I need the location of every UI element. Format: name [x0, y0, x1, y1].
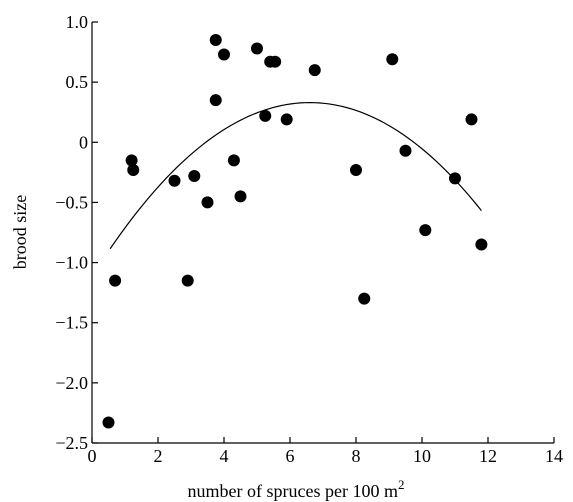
- data-point: [201, 196, 214, 209]
- data-point: [181, 274, 194, 287]
- x-tick-label: 12: [479, 446, 497, 466]
- data-point: [308, 64, 321, 77]
- y-tick-label: −2.0: [55, 373, 88, 393]
- y-axis-ticks: 1.0 0.5 0 −0.5 −1.0 −1.5 −2.0 −2.5: [55, 12, 98, 453]
- data-point: [218, 48, 230, 61]
- y-tick-label: 0.5: [66, 72, 89, 92]
- x-axis-ticks: 0 2 4 6 8 10 12 14: [88, 437, 563, 466]
- data-point: [234, 190, 247, 203]
- data-point: [227, 154, 240, 167]
- y-axis-title: brood size: [10, 195, 30, 269]
- data-point: [419, 224, 432, 237]
- x-axis-title-text: number of spruces per 100 m: [188, 481, 398, 501]
- axes: [91, 22, 554, 444]
- data-point: [102, 416, 115, 429]
- data-point: [209, 34, 222, 47]
- x-tick-label: 8: [352, 446, 361, 466]
- data-point: [125, 154, 138, 167]
- x-axis-title: number of spruces per 100 m2: [188, 477, 405, 501]
- data-point: [251, 42, 263, 55]
- data-point: [259, 109, 272, 122]
- y-tick-label: −2.5: [55, 433, 88, 453]
- y-tick-label: −1.0: [55, 253, 88, 273]
- x-axis-title-superscript: 2: [398, 477, 405, 492]
- y-tick-label: −1.5: [55, 313, 88, 333]
- x-tick-label: 6: [286, 446, 295, 466]
- data-point: [168, 174, 181, 187]
- data-point: [386, 53, 399, 66]
- quadratic-fit-curve: [109, 101, 482, 250]
- data-point: [109, 274, 122, 287]
- data-point: [188, 169, 201, 182]
- y-tick-label: −0.5: [55, 192, 88, 212]
- x-tick-label: 14: [545, 446, 563, 466]
- y-tick-label: 0: [79, 132, 88, 152]
- x-tick-label: 4: [220, 446, 229, 466]
- data-point: [449, 172, 461, 185]
- data-point: [350, 163, 362, 176]
- data-point: [127, 163, 140, 176]
- data-point: [399, 144, 412, 157]
- data-point: [280, 113, 293, 126]
- x-tick-label: 2: [154, 446, 163, 466]
- x-tick-label: 0: [88, 446, 97, 466]
- data-point: [475, 238, 488, 251]
- y-tick-label: 1.0: [66, 12, 89, 32]
- data-point: [269, 55, 282, 68]
- data-point: [465, 113, 478, 126]
- data-point: [209, 94, 222, 107]
- data-points: [102, 34, 488, 429]
- x-tick-label: 10: [413, 446, 431, 466]
- data-point: [358, 292, 371, 305]
